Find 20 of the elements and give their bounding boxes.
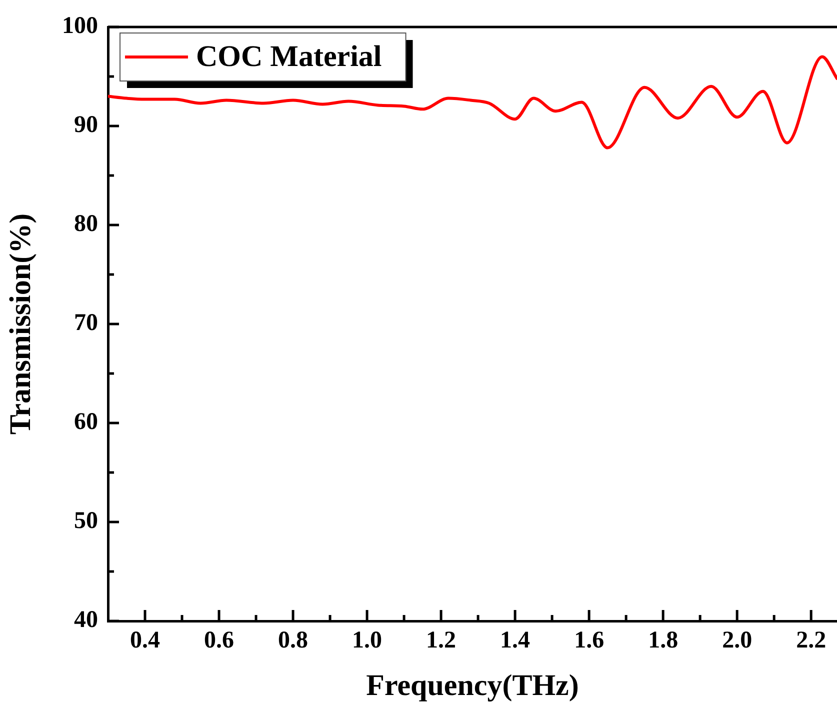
y-tick-label: 100 — [62, 13, 98, 40]
x-tick-label: 0.4 — [130, 628, 160, 654]
x-tick-label: 1.4 — [500, 628, 530, 654]
legend-label: COC Material — [196, 40, 382, 73]
x-tick-label: 2.2 — [796, 628, 826, 654]
x-tick-label: 1.6 — [574, 628, 604, 654]
y-tick-label: 60 — [74, 409, 98, 436]
y-tick-label: 90 — [74, 112, 98, 138]
y-tick-label: 40 — [74, 607, 98, 634]
x-tick-label: 1.0 — [352, 628, 382, 654]
x-tick-label: 2.0 — [722, 628, 752, 654]
x-tick-label: 1.8 — [648, 628, 678, 654]
y-axis-title: Transmission(%) — [4, 213, 37, 435]
y-tick-label: 50 — [74, 508, 98, 534]
y-tick-label: 70 — [74, 310, 98, 336]
y-tick-label: 80 — [74, 211, 98, 238]
x-axis-title: Frequency(THz) — [366, 668, 579, 702]
x-tick-label: 1.2 — [426, 628, 456, 654]
x-tick-label: 0.8 — [278, 628, 308, 654]
x-tick-label: 0.6 — [204, 628, 234, 654]
